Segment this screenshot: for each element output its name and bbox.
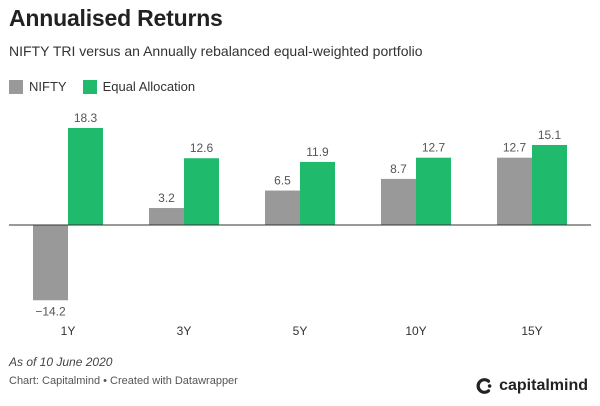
brand-logo: capitalmind (475, 377, 588, 395)
data-label-equal-allocation-15y: 15.1 (538, 128, 562, 142)
legend-item-equal-allocation: Equal Allocation (82, 79, 196, 94)
source-credit: Chart: Capitalmind • Created with Datawr… (9, 375, 238, 387)
data-label-nifty-3y: 3.2 (158, 191, 175, 205)
data-label-equal-allocation-3y: 12.6 (190, 141, 214, 155)
bar-equal-allocation-1y (68, 128, 103, 225)
bar-nifty-5y (265, 190, 300, 225)
x-tick-label-1y: 1Y (61, 324, 76, 338)
chart-subtitle: NIFTY TRI versus an Annually rebalanced … (9, 43, 423, 59)
legend-label-nifty: NIFTY (29, 79, 67, 94)
data-label-equal-allocation-1y: 18.3 (74, 111, 98, 125)
legend-swatch-equal-allocation (82, 79, 97, 94)
legend: NIFTY Equal Allocation (9, 79, 211, 94)
bar-equal-allocation-15y (532, 144, 567, 225)
x-tick-label-15y: 15Y (521, 324, 542, 338)
x-tick-label-10y: 10Y (405, 324, 426, 338)
data-label-equal-allocation-5y: 11.9 (306, 145, 329, 159)
x-tick-label-5y: 5Y (293, 324, 308, 338)
brand-name: capitalmind (499, 377, 588, 394)
data-label-nifty-1y: −14.2 (35, 304, 66, 318)
data-label-nifty-15y: 12.7 (503, 141, 527, 155)
bar-nifty-15y (497, 157, 532, 225)
data-label-nifty-10y: 8.7 (390, 162, 407, 176)
data-label-equal-allocation-10y: 12.7 (422, 141, 446, 155)
legend-swatch-nifty (9, 79, 23, 94)
chart-title: Annualised Returns (9, 5, 223, 31)
bar-nifty-10y (381, 178, 416, 225)
data-label-nifty-5y: 6.5 (274, 174, 291, 188)
legend-label-equal-allocation: Equal Allocation (102, 79, 196, 94)
bar-equal-allocation-3y (184, 158, 219, 225)
bar-nifty-1y (33, 225, 68, 301)
capitalmind-logo-icon (476, 378, 492, 394)
x-tick-label-3y: 3Y (177, 324, 192, 338)
bar-equal-allocation-5y (300, 161, 335, 225)
date-note: As of 10 June 2020 (9, 355, 113, 369)
legend-item-nifty: NIFTY (9, 79, 67, 94)
bar-equal-allocation-10y (416, 157, 451, 225)
bar-nifty-3y (149, 208, 184, 225)
